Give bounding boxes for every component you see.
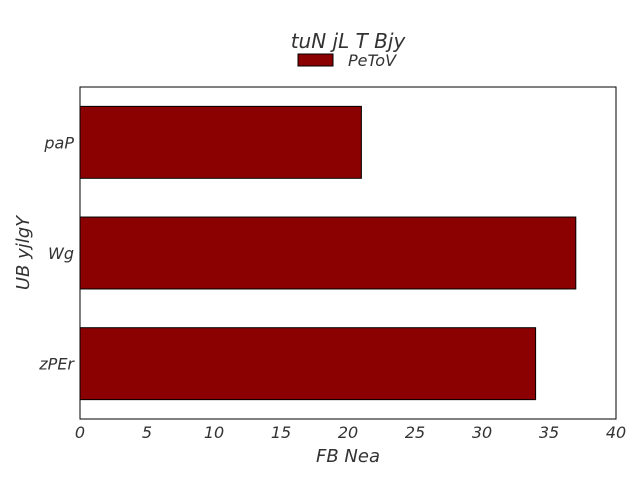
y-tick-label: paP — [43, 133, 74, 152]
bar-paP — [79, 105, 362, 179]
x-tick-label: 15 — [271, 423, 291, 442]
plot-frame — [79, 86, 617, 420]
x-axis-label: FB Nea — [316, 446, 380, 467]
x-tick-labels: 0 5 10 15 20 25 30 35 40 — [75, 423, 626, 442]
x-tick-label: 25 — [405, 423, 425, 442]
y-tick-label: Wg — [48, 244, 74, 263]
legend-label: PeToV — [348, 51, 397, 70]
x-tick-label: 30 — [472, 423, 492, 442]
x-tick-label: 40 — [606, 423, 626, 442]
x-tick-label: 35 — [539, 423, 559, 442]
chart-title: tuN jL T Bjy — [291, 29, 407, 53]
bar-Wg — [79, 216, 577, 290]
y-axis-label: UB yjlgY — [13, 214, 34, 290]
bars-group — [79, 105, 577, 401]
legend: PeToV — [297, 51, 397, 70]
x-tick-label: 10 — [204, 423, 224, 442]
x-tick-label: 0 — [75, 423, 85, 442]
legend-swatch — [297, 53, 334, 67]
y-tick-label: zPEr — [38, 355, 75, 374]
x-tick-label: 5 — [142, 423, 152, 442]
y-tick-labels: paP Wg zPEr — [38, 133, 75, 373]
bar-zPEr — [79, 327, 537, 401]
x-tick-label: 20 — [338, 423, 358, 442]
